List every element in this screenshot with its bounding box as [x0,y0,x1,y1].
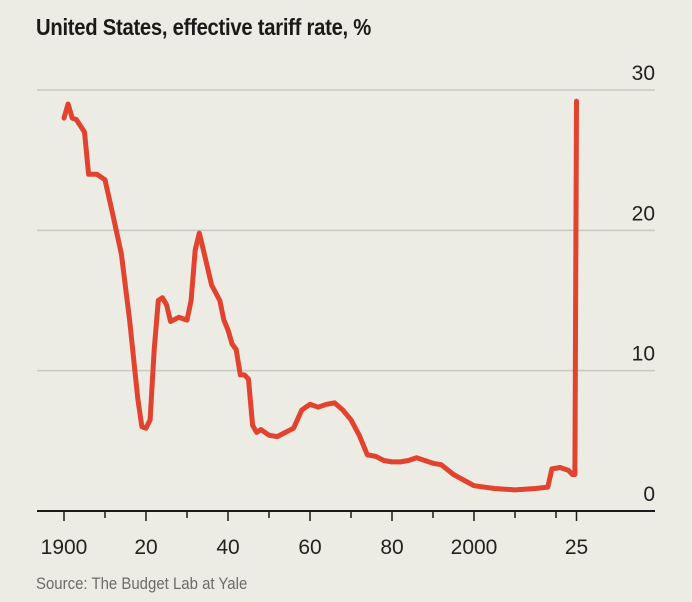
x-tick-label: 2000 [451,536,498,559]
y-tick-label: 0 [643,483,655,506]
y-tick-label: 20 [632,202,655,225]
x-tick-label: 80 [380,536,403,559]
y-tick-label: 10 [632,343,655,366]
series-line-effective-tariff-rate [61,98,579,493]
chart-title: United States, effective tariff rate, % [36,14,372,40]
x-tick-label: 1900 [41,536,88,559]
source-note: Source: The Budget Lab at Yale [36,574,248,593]
x-tick-label: 60 [298,536,321,559]
x-tick-label: 40 [216,536,239,559]
y-tick-label: 30 [632,62,655,85]
x-tick-label: 20 [134,536,157,559]
x-tick-label: 25 [565,536,588,559]
